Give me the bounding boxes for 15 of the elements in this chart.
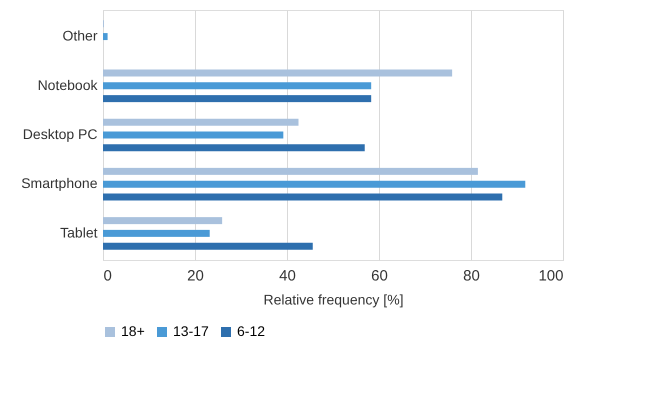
x-tick-label: 100 [538, 268, 564, 284]
y-tick-label: Notebook [38, 76, 98, 93]
legend-label: 13-17 [173, 323, 210, 339]
x-tick-label: 0 [104, 268, 112, 284]
x-axis-title: Relative frequency [%] [263, 292, 404, 308]
y-tick-label: Smartphone [21, 175, 98, 192]
x-tick-label: 20 [187, 268, 204, 284]
y-tick-label: Desktop PC [22, 126, 98, 142]
y-tick-label: Tablet [60, 224, 98, 240]
legend-label: 6-12 [237, 323, 266, 339]
x-tick-label: 40 [279, 268, 296, 284]
x-tick-label: 60 [371, 268, 388, 284]
legend-label: 18+ [121, 323, 145, 339]
x-tick-label: 80 [463, 268, 480, 284]
y-tick-label: Other [62, 28, 98, 44]
